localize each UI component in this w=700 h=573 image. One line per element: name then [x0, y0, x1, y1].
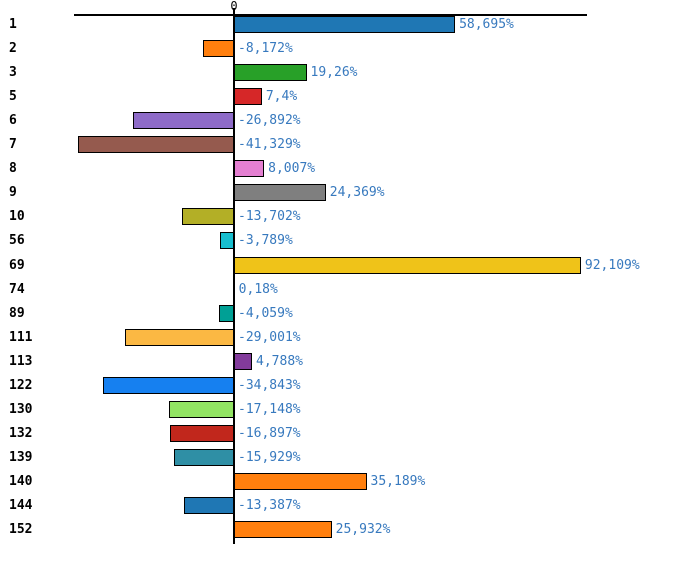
value-label: 35,189%: [370, 473, 426, 489]
chart-row: 2 -8,172%: [0, 40, 700, 58]
category-label: 144: [9, 498, 33, 513]
chart-row: 139 -15,929%: [0, 448, 700, 466]
value-label: -34,843%: [238, 377, 301, 393]
bar: [182, 208, 234, 226]
value-label: -13,702%: [238, 209, 301, 225]
chart-row: 9 24,369%: [0, 184, 700, 202]
value-label: 92,109%: [584, 257, 640, 273]
bar: [78, 136, 234, 154]
chart-row: 10 -13,702%: [0, 208, 700, 226]
category-label: 3: [9, 65, 17, 81]
bar: [234, 352, 253, 370]
zero-tick-label: 0: [230, 0, 238, 13]
chart-row: 6 -26,892%: [0, 112, 700, 130]
bar: [218, 304, 234, 322]
chart-row: 130 -17,148%: [0, 400, 700, 418]
chart-row: 132 -16,897%: [0, 424, 700, 442]
value-label: 8,007%: [268, 161, 316, 177]
chart-row: 7 -41,329%: [0, 136, 700, 154]
value-label: -13,387%: [238, 498, 301, 513]
bar: [124, 328, 234, 346]
category-label: 111: [9, 329, 33, 345]
chart-row: 74 0,18%: [0, 281, 700, 298]
value-label: 0,18%: [238, 281, 278, 297]
value-label: 4,788%: [256, 353, 303, 369]
category-label: 152: [9, 522, 33, 538]
chart-row: 122 -34,843%: [0, 376, 700, 394]
value-label: -3,789%: [238, 233, 293, 249]
x-axis-line: [74, 14, 587, 16]
value-label: 19,26%: [310, 65, 358, 81]
zero-axis-line: [233, 8, 235, 544]
bar: [234, 88, 262, 106]
category-label: 10: [9, 209, 25, 225]
bar: [203, 40, 234, 58]
value-label: -41,329%: [238, 137, 301, 153]
bar: [183, 497, 234, 514]
value-label: -15,929%: [238, 449, 301, 465]
bar: [169, 400, 234, 418]
value-label: 25,932%: [335, 522, 391, 538]
category-label: 122: [9, 377, 33, 393]
chart-row: 1 58,695%: [0, 16, 700, 33]
bar: [234, 160, 265, 178]
bar: [102, 376, 234, 394]
chart-row: 144 -13,387%: [0, 497, 700, 514]
chart-row: 152 25,932%: [0, 521, 700, 539]
category-label: 56: [9, 233, 25, 249]
category-label: 89: [9, 305, 25, 321]
bar: [132, 112, 234, 130]
value-label: -29,001%: [238, 329, 301, 345]
value-label: 7,4%: [265, 89, 298, 105]
chart-row: 5 7,4%: [0, 88, 700, 106]
bar: [234, 472, 367, 490]
bar: [234, 521, 332, 539]
chart-row: 56 -3,789%: [0, 232, 700, 250]
chart-row: 113 4,788%: [0, 352, 700, 370]
value-label: -8,172%: [238, 41, 293, 57]
category-label: 8: [9, 161, 17, 177]
value-label: -26,892%: [238, 113, 301, 129]
bar: [174, 448, 234, 466]
bar: [219, 232, 234, 250]
value-label: -4,059%: [238, 305, 293, 321]
chart-row: 111 -29,001%: [0, 328, 700, 346]
category-label: 5: [9, 89, 17, 105]
category-label: 139: [9, 449, 33, 465]
value-label: 58,695%: [459, 17, 514, 32]
category-label: 69: [9, 257, 25, 273]
category-label: 7: [9, 137, 17, 153]
bar: [234, 256, 581, 274]
category-label: 140: [9, 473, 33, 489]
bar: [234, 16, 456, 33]
category-label: 130: [9, 401, 33, 417]
value-label: -16,897%: [238, 425, 301, 441]
chart-row: 140 35,189%: [0, 472, 700, 490]
category-label: 6: [9, 113, 17, 129]
chart-row: 3 19,26%: [0, 64, 700, 82]
category-label: 1: [9, 17, 17, 32]
chart-row: 69 92,109%: [0, 256, 700, 274]
category-label: 113: [9, 353, 33, 369]
category-label: 132: [9, 425, 33, 441]
chart-row: 8 8,007%: [0, 160, 700, 178]
value-label: -17,148%: [238, 401, 301, 417]
value-label: 24,369%: [329, 185, 385, 201]
bar: [234, 64, 307, 82]
category-label: 9: [9, 185, 17, 201]
chart-row: 89 -4,059%: [0, 304, 700, 322]
bar: [170, 424, 234, 442]
bar: [234, 184, 326, 202]
category-label: 74: [9, 281, 25, 297]
category-label: 2: [9, 41, 17, 57]
